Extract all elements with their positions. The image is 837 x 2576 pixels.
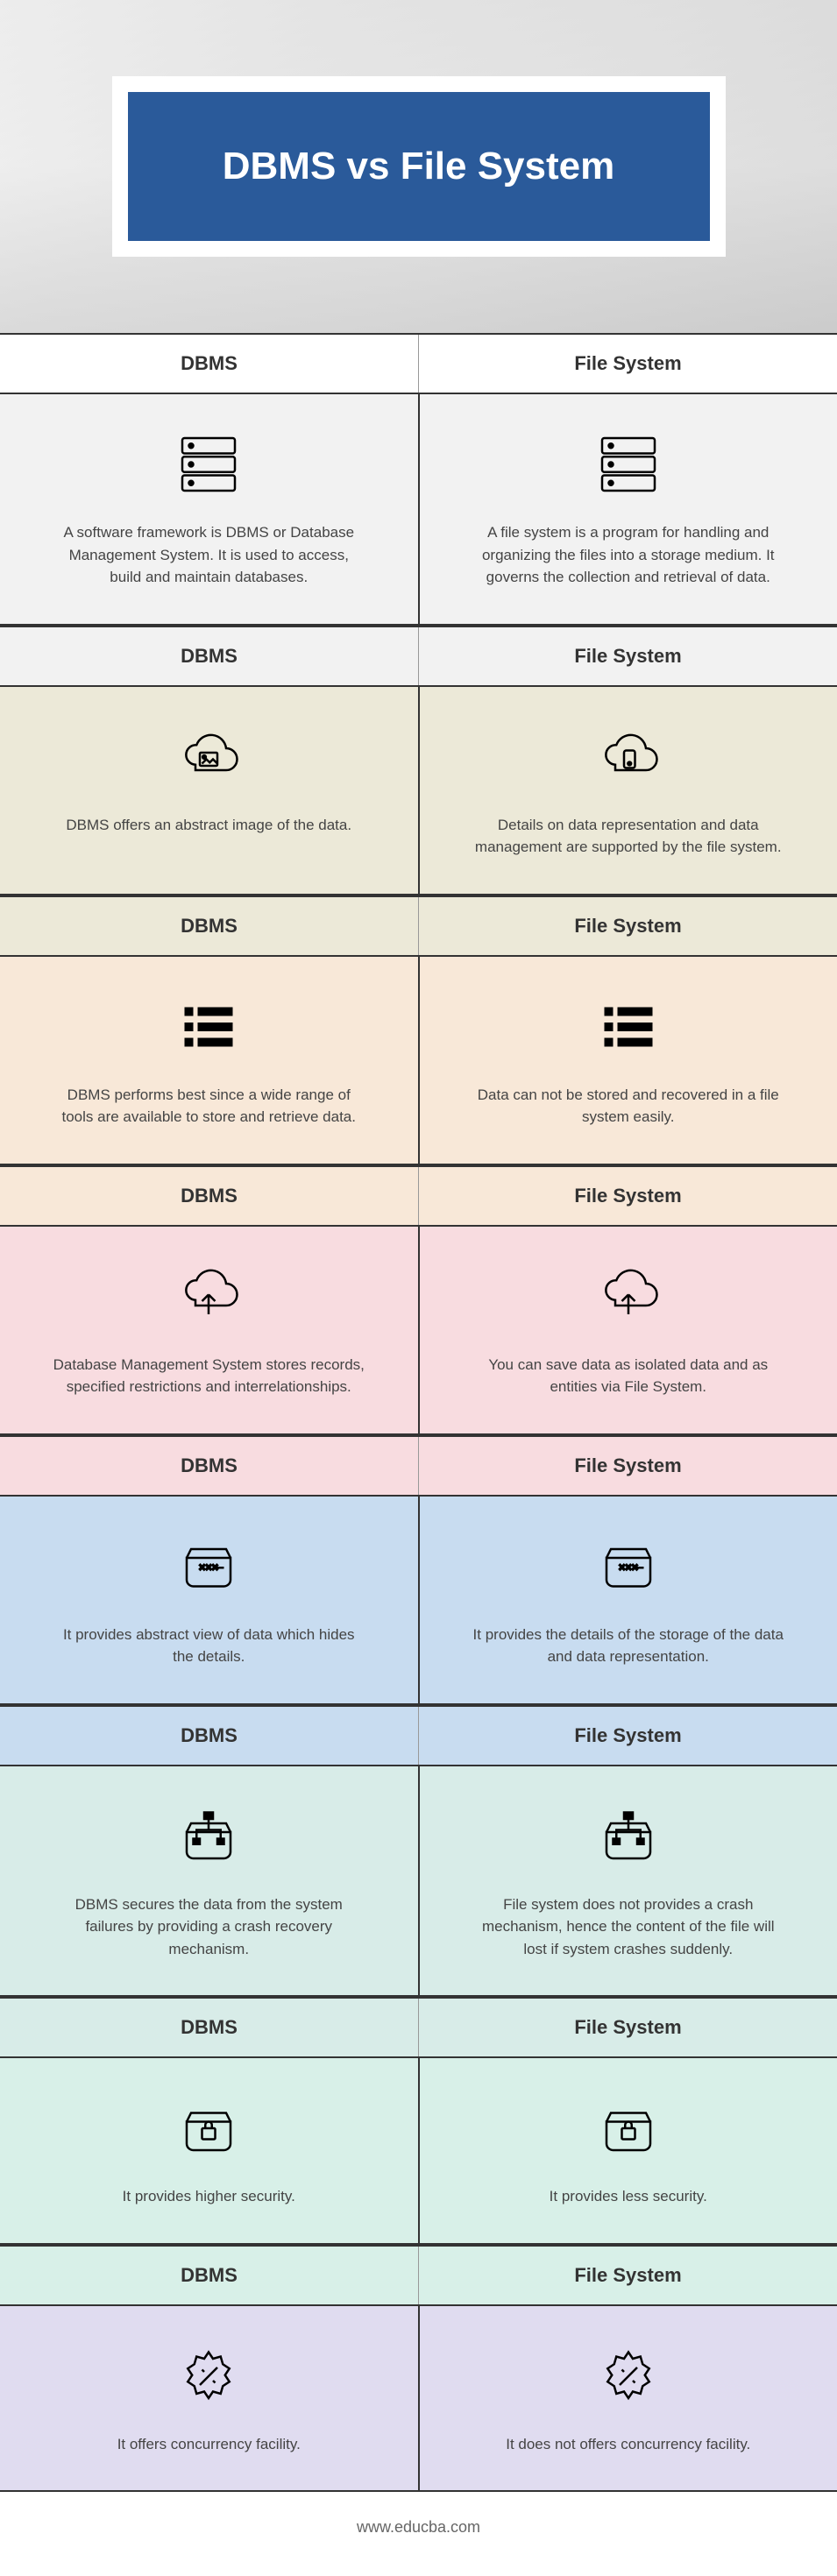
hero-banner: DBMS vs File System xyxy=(0,0,837,333)
cell-text: DBMS performs best since a wide range of… xyxy=(53,1084,365,1129)
cloud-up-icon xyxy=(593,1262,663,1332)
section-header: DBMSFile System xyxy=(0,1165,837,1227)
footer-url: www.educba.com xyxy=(0,2492,837,2563)
cell-right: Data can not be stored and recovered in … xyxy=(420,957,837,1164)
cell-right: ××× It provides the details of the stora… xyxy=(420,1497,837,1703)
col-right-label: File System xyxy=(419,1999,837,2056)
badge-icon xyxy=(593,2341,663,2411)
cell-text: Data can not be stored and recovered in … xyxy=(472,1084,785,1129)
section-header: DBMSFile System xyxy=(0,895,837,957)
col-left-label: DBMS xyxy=(0,897,419,955)
badge-icon xyxy=(174,2341,244,2411)
section-body: Database Management System stores record… xyxy=(0,1227,837,1435)
cell-left: Database Management System stores record… xyxy=(0,1227,420,1433)
section-header: DBMSFile System xyxy=(0,1705,837,1766)
cell-right: It does not offers concurrency facility. xyxy=(420,2306,837,2491)
cell-right: Details on data representation and data … xyxy=(420,687,837,894)
col-left-label: DBMS xyxy=(0,1707,419,1765)
col-left-label: DBMS xyxy=(0,2247,419,2304)
list-icon xyxy=(174,992,244,1062)
lock-icon xyxy=(174,2093,244,2163)
cell-text: DBMS secures the data from the system fa… xyxy=(53,1893,365,1961)
list-icon xyxy=(593,992,663,1062)
cell-right: A file system is a program for handling … xyxy=(420,394,837,624)
cell-text: It provides the details of the storage o… xyxy=(472,1624,785,1668)
cell-text: It offers concurrency facility. xyxy=(53,2433,365,2456)
cloud-device-icon xyxy=(593,722,663,792)
storage-icon: ××× xyxy=(174,1532,244,1602)
section-body: DBMS offers an abstract image of the dat… xyxy=(0,687,837,895)
cloud-up-icon xyxy=(174,1262,244,1332)
section-body: DBMS performs best since a wide range of… xyxy=(0,957,837,1165)
cell-text: File system does not provides a crash me… xyxy=(472,1893,785,1961)
section-header: DBMSFile System xyxy=(0,1997,837,2058)
section-body: ××× It provides abstract view of data wh… xyxy=(0,1497,837,1705)
cell-text: It provides higher security. xyxy=(53,2185,365,2208)
col-right-label: File System xyxy=(419,1437,837,1495)
col-right-label: File System xyxy=(419,1167,837,1225)
cell-left: ××× It provides abstract view of data wh… xyxy=(0,1497,420,1703)
section-header: DBMSFile System xyxy=(0,333,837,394)
cloud-img-icon xyxy=(174,722,244,792)
cell-text: You can save data as isolated data and a… xyxy=(472,1354,785,1398)
network-icon xyxy=(593,1801,663,1872)
section-body: DBMS secures the data from the system fa… xyxy=(0,1766,837,1998)
section-header: DBMSFile System xyxy=(0,2245,837,2306)
section-header: DBMSFile System xyxy=(0,1435,837,1497)
section-header: DBMSFile System xyxy=(0,626,837,687)
cell-right: You can save data as isolated data and a… xyxy=(420,1227,837,1433)
section-body: It provides higher security. It provides… xyxy=(0,2058,837,2245)
col-right-label: File System xyxy=(419,897,837,955)
server-icon xyxy=(174,429,244,499)
lock-icon xyxy=(593,2093,663,2163)
network-icon xyxy=(174,1801,244,1872)
col-right-label: File System xyxy=(419,627,837,685)
cell-left: DBMS secures the data from the system fa… xyxy=(0,1766,420,1996)
server-icon xyxy=(593,429,663,499)
cell-text: A file system is a program for handling … xyxy=(472,521,785,589)
col-left-label: DBMS xyxy=(0,627,419,685)
hero-inner: DBMS vs File System xyxy=(112,76,726,257)
cell-text: Database Management System stores record… xyxy=(53,1354,365,1398)
cell-left: DBMS offers an abstract image of the dat… xyxy=(0,687,420,894)
cell-left: It offers concurrency facility. xyxy=(0,2306,420,2491)
cell-text: A software framework is DBMS or Database… xyxy=(53,521,365,589)
section-body: A software framework is DBMS or Database… xyxy=(0,394,837,626)
col-right-label: File System xyxy=(419,1707,837,1765)
col-left-label: DBMS xyxy=(0,1167,419,1225)
cell-text: DBMS offers an abstract image of the dat… xyxy=(53,814,365,837)
col-right-label: File System xyxy=(419,2247,837,2304)
section-body: It offers concurrency facility. It does … xyxy=(0,2306,837,2493)
col-left-label: DBMS xyxy=(0,335,419,393)
cell-text: Details on data representation and data … xyxy=(472,814,785,859)
cell-text: It does not offers concurrency facility. xyxy=(472,2433,785,2456)
cell-right: File system does not provides a crash me… xyxy=(420,1766,837,1996)
cell-left: It provides higher security. xyxy=(0,2058,420,2243)
storage-icon: ××× xyxy=(593,1532,663,1602)
cell-left: DBMS performs best since a wide range of… xyxy=(0,957,420,1164)
cell-left: A software framework is DBMS or Database… xyxy=(0,394,420,624)
cell-text: It provides less security. xyxy=(472,2185,785,2208)
col-left-label: DBMS xyxy=(0,1999,419,2056)
cell-right: It provides less security. xyxy=(420,2058,837,2243)
cell-text: It provides abstract view of data which … xyxy=(53,1624,365,1668)
page-title: DBMS vs File System xyxy=(128,92,710,241)
col-right-label: File System xyxy=(419,335,837,393)
col-left-label: DBMS xyxy=(0,1437,419,1495)
